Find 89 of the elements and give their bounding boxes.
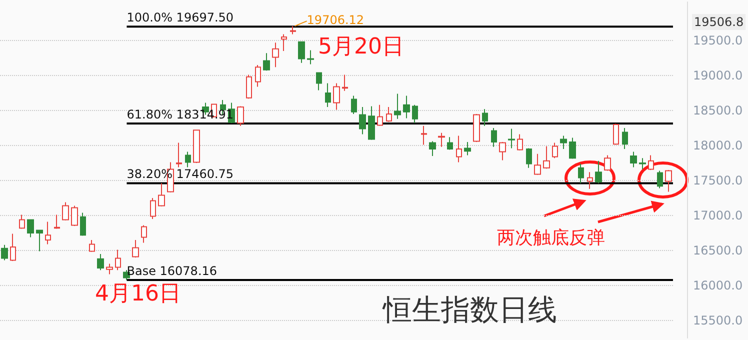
candlestick bbox=[115, 249, 121, 271]
candlestick bbox=[298, 41, 305, 64]
candlestick bbox=[263, 52, 270, 72]
candlestick bbox=[447, 136, 453, 150]
candlestick bbox=[246, 74, 252, 100]
y-tick-label: 18000.0 bbox=[693, 138, 743, 152]
candlestick bbox=[552, 142, 558, 159]
candlestick bbox=[45, 221, 51, 245]
annotation: 恒生指数日线 bbox=[382, 292, 557, 326]
candlestick bbox=[316, 72, 322, 91]
candlestick bbox=[421, 125, 427, 146]
candlestick bbox=[89, 240, 95, 252]
y-tick-label: 18500.0 bbox=[693, 104, 743, 118]
candlestick bbox=[543, 146, 550, 170]
candlestick bbox=[456, 135, 462, 163]
candlestick bbox=[377, 104, 383, 126]
text: 19506.8 bbox=[694, 15, 744, 29]
candlestick bbox=[569, 137, 576, 160]
candlestick bbox=[534, 153, 541, 176]
candlestick bbox=[613, 123, 619, 146]
candlestick bbox=[438, 132, 445, 148]
candlestick bbox=[622, 128, 628, 150]
candlestick bbox=[97, 254, 104, 271]
candlestick bbox=[185, 151, 191, 168]
candlestick bbox=[54, 214, 60, 230]
annotation: 19706.12 bbox=[306, 13, 364, 28]
candlestick bbox=[106, 263, 113, 275]
candlestick bbox=[237, 106, 244, 126]
candlestick bbox=[657, 170, 663, 189]
candlestick bbox=[473, 114, 480, 142]
candlestick bbox=[665, 170, 672, 192]
candlestick bbox=[587, 172, 593, 190]
candlestick bbox=[491, 128, 497, 148]
candlestick bbox=[80, 212, 86, 236]
candlestick bbox=[595, 160, 602, 184]
candlestick bbox=[429, 140, 436, 156]
candlestick bbox=[464, 142, 471, 156]
candlestick bbox=[255, 64, 261, 88]
candlestick bbox=[499, 142, 506, 161]
candlestick bbox=[62, 202, 69, 221]
y-tick-label: 16500.0 bbox=[693, 244, 743, 258]
candlestick bbox=[351, 95, 357, 114]
candlestick bbox=[386, 106, 392, 122]
y-tick-label: 19500.0 bbox=[693, 34, 743, 48]
candlestick bbox=[412, 104, 418, 124]
y-tick-label: 19000.0 bbox=[693, 68, 743, 82]
candlestick bbox=[307, 50, 314, 65]
candlestick bbox=[648, 154, 654, 170]
candlestick bbox=[193, 130, 200, 164]
candlestick bbox=[176, 142, 182, 168]
candlestick bbox=[526, 148, 532, 168]
annotation: 5月20日 bbox=[318, 34, 404, 60]
candlestick bbox=[325, 82, 331, 108]
candlestick bbox=[272, 42, 279, 68]
candlestick bbox=[123, 270, 130, 281]
ref-line-label: Base 16078.16 bbox=[126, 264, 218, 278]
candlestick bbox=[403, 95, 410, 119]
candlestick bbox=[394, 93, 401, 120]
candlestick bbox=[639, 158, 646, 170]
ref-line-label: 100.0% 19697.50 bbox=[126, 10, 234, 25]
candlestick bbox=[368, 106, 375, 140]
candlestick bbox=[342, 74, 348, 92]
candlestick bbox=[290, 26, 296, 35]
candlestick bbox=[560, 135, 567, 150]
candlestick bbox=[132, 240, 139, 258]
candlestick bbox=[158, 182, 165, 207]
candlestick bbox=[10, 233, 16, 262]
candlestick bbox=[281, 34, 287, 52]
candlestick bbox=[36, 230, 43, 252]
candlestick bbox=[19, 214, 25, 230]
y-tick-label: 17500.0 bbox=[693, 174, 743, 188]
y-tick-label: 16000.0 bbox=[693, 278, 743, 292]
candlestick bbox=[604, 154, 611, 172]
candlestick bbox=[359, 106, 366, 135]
candlestick bbox=[333, 82, 340, 110]
candlestick bbox=[517, 134, 523, 151]
candlestick bbox=[508, 128, 515, 149]
y-tick-label: 15500.0 bbox=[693, 314, 743, 328]
candlestick bbox=[482, 108, 488, 126]
candlestick bbox=[27, 219, 34, 238]
candlestick bbox=[578, 163, 584, 184]
annotation: 两次触底反弹 bbox=[497, 228, 605, 248]
candlestick bbox=[1, 244, 8, 261]
y-tick-label: 17000.0 bbox=[693, 208, 743, 222]
candlestick bbox=[630, 151, 637, 168]
candlestick bbox=[71, 205, 78, 226]
candlestick bbox=[150, 198, 156, 220]
annotation: 4月16日 bbox=[95, 282, 181, 306]
candlestick bbox=[141, 224, 147, 244]
